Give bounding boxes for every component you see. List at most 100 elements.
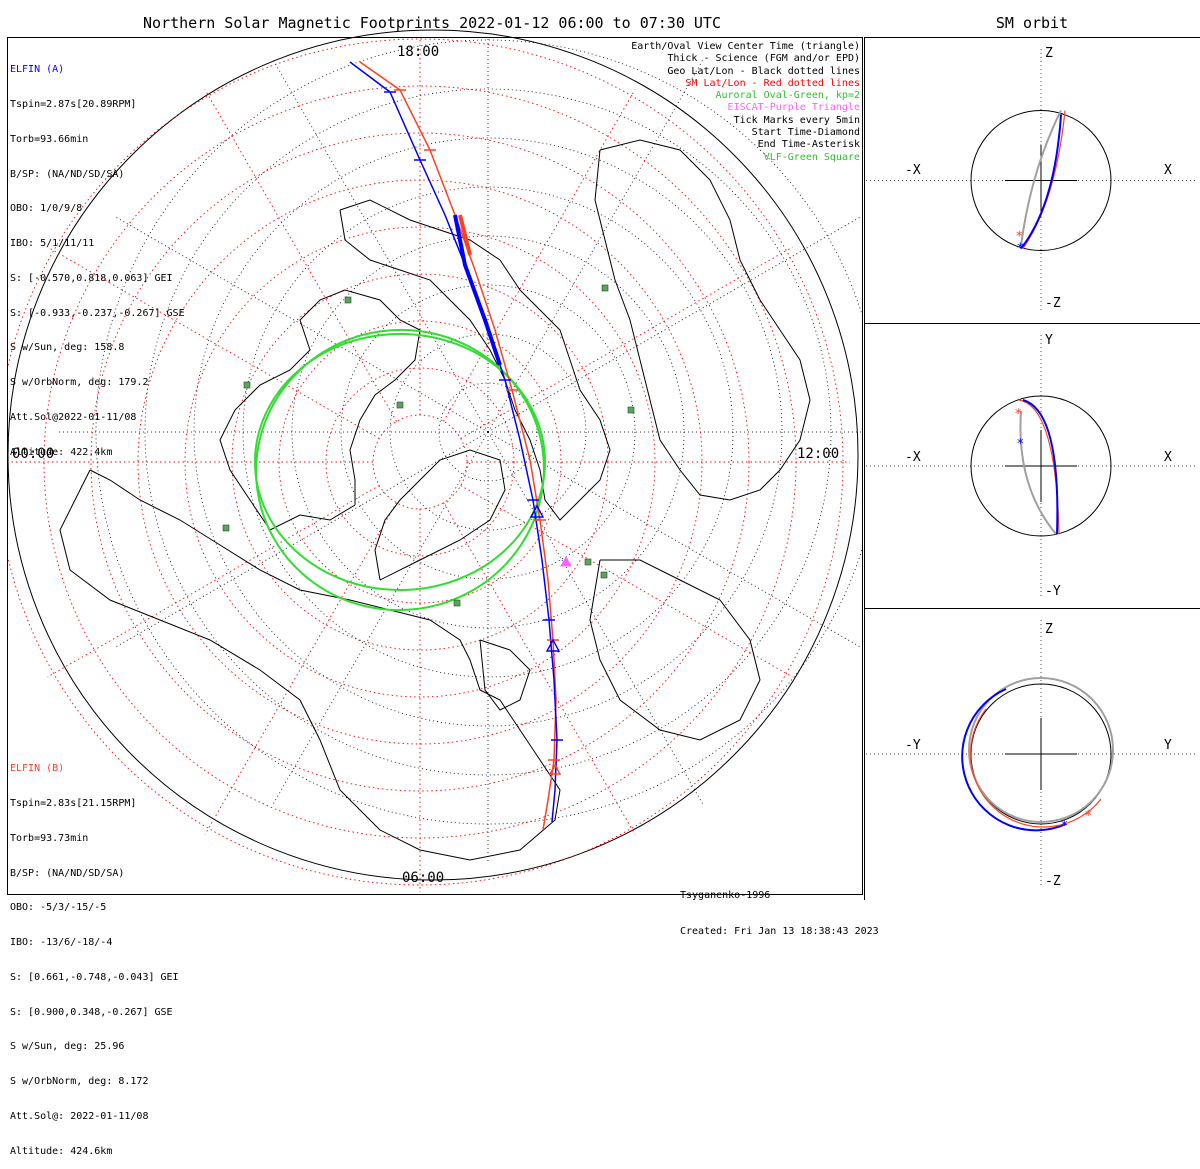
elfin-a-line: IBO: 5/1/11/11 [10,238,95,250]
elfin-a-end-asterisk: * [1061,819,1068,834]
sm-orbit-xz-panel: Z -Z -X X [864,37,1200,324]
sm-longitude-line [204,502,397,835]
geo-longitude-line [487,216,861,433]
yz-orbit-path-elfin-a [961,688,1067,832]
vlf-station-marker [453,599,461,607]
elfin-a-science-segment [453,214,502,366]
axis-label-bottom: -Y [1045,584,1061,599]
sm-orbit-title: SM orbit [995,14,1069,32]
elfin-a-line: S: [-0.570,0.818,0.063] GEI [10,272,173,284]
elfin-b-line: Tspin=2.83s[21.15RPM] [10,797,137,809]
created-label: Created: Fri Jan 13 18:38:43 2023 [680,926,879,937]
axis-label-bottom: -Z [1045,874,1061,889]
elfin-b-line: B/SP: (NA/ND/SD/SA) [10,867,125,879]
vlf-station-marker [396,401,404,409]
axis-label-bottom: -Z [1045,296,1061,311]
globe-outline [7,29,859,881]
coastline [594,139,811,501]
vlf-station-marker [627,406,635,414]
elfin-b-view-center-triangle [548,763,562,775]
sm-longitude-line [204,89,397,422]
elfin-b-line: Att.Sol@: 2022-01-11/08 [10,1111,149,1122]
elfin-a-line: S w/OrbNorm, deg: 179.2 [10,377,149,389]
time-label-top: 18:00 [397,44,440,60]
elfin-a-end-asterisk: * [1017,437,1024,452]
geo-latitude-circle [144,88,832,776]
coastline [59,469,561,861]
auroral-oval-outer [255,328,545,612]
xz-earth-circle [970,110,1112,251]
legend-entry: SM Lat/Lon - Red dotted lines [685,77,860,89]
xy-orbit-path-gray [1019,410,1057,535]
model-label: Tsyganenko-1996 [680,890,771,901]
sm-longitude-line [47,485,380,678]
legend-entry: Thick - Science (FGM and/or EPD) [667,53,860,65]
sm-longitude-line [460,485,793,678]
elfin-a-info: ELFIN (A) Tspin=2.87s[20.89RPM] Torb=93.… [10,41,185,470]
elfin-a-view-center-triangle [529,504,545,518]
yz-orbit-path-elfin-b [969,708,1102,828]
sm-orbit-xy-panel: Y -Y -X X [864,323,1200,609]
legend-entry: EISCAT-Purple Triangle [727,102,860,114]
sm-longitude-line [443,502,636,835]
legend-entry: Start Time-Diamond [751,127,860,139]
elfin-b-end-asterisk: * [1016,230,1023,245]
elfin-a-name: ELFIN (A) [10,64,65,76]
vlf-station-marker [222,524,230,532]
sm-latitude-circle [184,226,656,698]
elfin-b-line: OBO: -5/3/-15/-5 [10,902,107,914]
geo-longitude-line [272,431,489,805]
elfin-b-line: IBO: -13/6/-18/-4 [10,937,113,949]
vlf-station-marker [600,571,608,579]
axis-label-left: -Y [905,738,921,753]
elfin-b-name: ELFIN (B) [10,763,65,775]
eiscat-marker [560,555,572,567]
elfin-a-view-center-triangle [545,638,561,652]
xz-orbit-path-elfin-a [1020,114,1062,250]
xy-earth-circle [970,395,1112,537]
footprint-map: ****** [7,29,1198,892]
legend-entry: Geo Lat/Lon - Black dotted lines [667,65,860,77]
elfin-b-info: ELFIN (B) Tspin=2.83s[21.15RPM] Torb=93.… [10,740,179,1169]
geo-latitude-circle [193,137,783,727]
elfin-b-footprint-trace [359,61,557,831]
elfin-b-line: Torb=93.73min [10,832,89,844]
geo-latitude-circle [389,333,587,531]
xy-orbit-path-elfin-a [1022,399,1059,535]
geo-latitude-circle [340,284,636,580]
elfin-b-end-asterisk: * [1015,407,1022,422]
elfin-b-line: Altitude: 424.6km [10,1145,113,1157]
vlf-station-marker [584,558,592,566]
xz-orbit-path-gray [1020,110,1062,246]
sm-latitude-circle [372,414,468,510]
plot-title: Northern Solar Magnetic Footprints 2022-… [143,14,721,32]
coastline [219,289,421,531]
axis-label-top: Y [1045,333,1053,348]
elfin-b-science-segment [458,214,472,256]
sm-latitude-circle [278,320,562,604]
elfin-b-line: S: [0.900,0.348,-0.267] GSE [10,1006,173,1018]
elfin-b-line: S w/OrbNorm, deg: 8.172 [10,1076,149,1088]
vlf-station-marker [243,381,251,389]
legend-entry: Tick Marks every 5min [733,114,860,126]
axis-label-right: Y [1164,738,1172,753]
elfin-a-line: Altitude: 422.4km [10,446,113,458]
footer: Tsyganenko-1996 Created: Fri Jan 13 18:3… [680,866,879,950]
axis-label-top: Z [1045,46,1053,61]
elfin-a-line: OBO: 1/0/9/8 [10,203,83,215]
axis-label-left: -X [905,450,921,465]
time-label-right: 12:00 [797,446,840,462]
coastline [589,559,761,741]
elfin-a-line: B/SP: (NA/ND/SD/SA) [10,168,125,180]
elfin-a-line: Tspin=2.87s[20.89RPM] [10,98,137,110]
sm-latitude-circle [90,132,750,792]
elfin-a-end-asterisk: * [1017,242,1024,257]
footprint-map-frame [7,37,863,895]
legend-entry: End Time-Asterisk [757,139,860,151]
elfin-b-line: S: [0.661,-0.748,-0.043] GEI [10,971,179,983]
elfin-a-line: Torb=93.66min [10,133,89,145]
elfin-a-line: S: [-0.933,-0.237,-0.267] GSE [10,307,185,319]
legend-entry: Auroral Oval-Green, kp=2 [715,90,861,102]
elfin-a-footprint-trace [349,61,558,823]
coastline [479,639,531,711]
